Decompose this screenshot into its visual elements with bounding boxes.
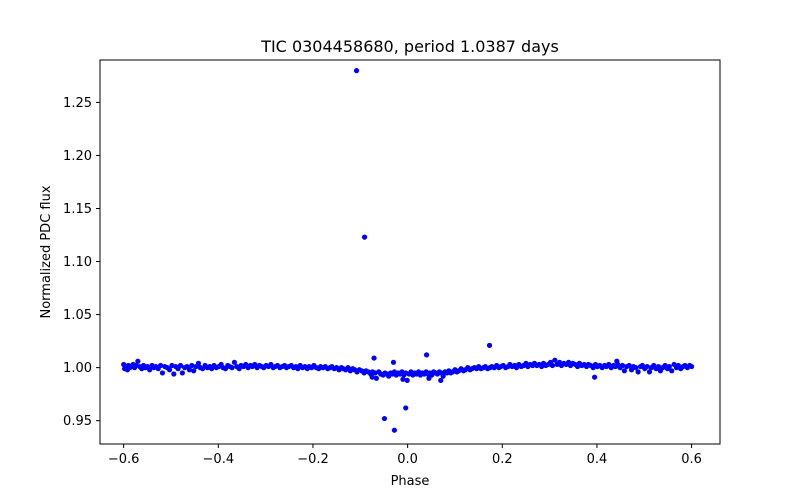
data-point	[614, 358, 620, 364]
data-point	[404, 377, 410, 383]
y-axis-label: Normalized PDC flux	[39, 185, 54, 318]
data-point	[423, 352, 430, 358]
data-point	[179, 370, 185, 376]
data-point	[549, 362, 556, 369]
x-axis-label: Phase	[391, 474, 430, 489]
data-point	[646, 369, 653, 375]
data-point	[390, 359, 397, 365]
data-point	[666, 363, 672, 370]
data-point	[619, 362, 626, 369]
x-tick-label: −0.2	[297, 452, 329, 467]
data-point	[157, 362, 164, 369]
data-point	[403, 405, 409, 411]
data-point	[626, 362, 632, 369]
data-point	[229, 365, 235, 371]
data-point	[353, 68, 360, 74]
data-point	[371, 355, 377, 361]
y-axis: 0.95 1.00 1.05 1.10 1.15 1.20 1.25	[63, 96, 100, 429]
data-point	[369, 374, 375, 380]
data-point	[147, 367, 153, 373]
data-point	[440, 373, 446, 379]
data-point	[186, 367, 193, 373]
y-tick-label: 1.10	[63, 255, 92, 270]
data-point	[171, 371, 177, 377]
x-tick-label: 0.4	[587, 452, 608, 467]
x-tick-label: 0.6	[681, 452, 702, 467]
chart-title: TIC 0304458680, period 1.0387 days	[260, 37, 559, 56]
data-point	[400, 376, 406, 382]
data-point	[191, 368, 197, 374]
data-point	[635, 369, 641, 375]
data-point	[135, 358, 141, 364]
y-tick-label: 1.20	[63, 149, 92, 164]
y-tick-label: 0.95	[63, 414, 92, 429]
y-tick-label: 1.25	[63, 96, 92, 111]
data-point	[426, 375, 432, 381]
y-tick-label: 1.15	[63, 202, 92, 217]
x-tick-label: 0.0	[397, 452, 418, 467]
data-point	[644, 363, 650, 370]
data-point	[231, 359, 238, 365]
y-tick-label: 1.00	[63, 361, 92, 376]
data-point	[552, 357, 558, 363]
data-point	[381, 415, 388, 422]
y-tick-label: 1.05	[63, 308, 92, 323]
data-point	[159, 370, 166, 376]
data-point	[361, 234, 368, 240]
scatter-points	[121, 68, 695, 433]
data-point	[591, 374, 598, 380]
x-tick-label: 0.2	[492, 452, 513, 467]
data-point	[486, 342, 493, 348]
x-tick-label: −0.6	[108, 452, 140, 467]
data-point	[655, 363, 662, 370]
data-point	[633, 365, 639, 371]
data-point	[166, 367, 173, 373]
x-tick-label: −0.4	[203, 452, 235, 467]
data-point	[391, 427, 397, 433]
data-point	[177, 362, 184, 369]
data-point	[195, 360, 202, 366]
x-axis: −0.6 −0.4 −0.2 0.0 0.2 0.4 0.6	[108, 444, 702, 467]
data-point	[669, 368, 675, 374]
data-point	[621, 368, 628, 374]
plot-area-frame	[99, 59, 721, 445]
data-point	[189, 362, 195, 369]
data-point	[438, 377, 444, 383]
data-point	[373, 375, 379, 381]
data-point	[689, 363, 695, 370]
